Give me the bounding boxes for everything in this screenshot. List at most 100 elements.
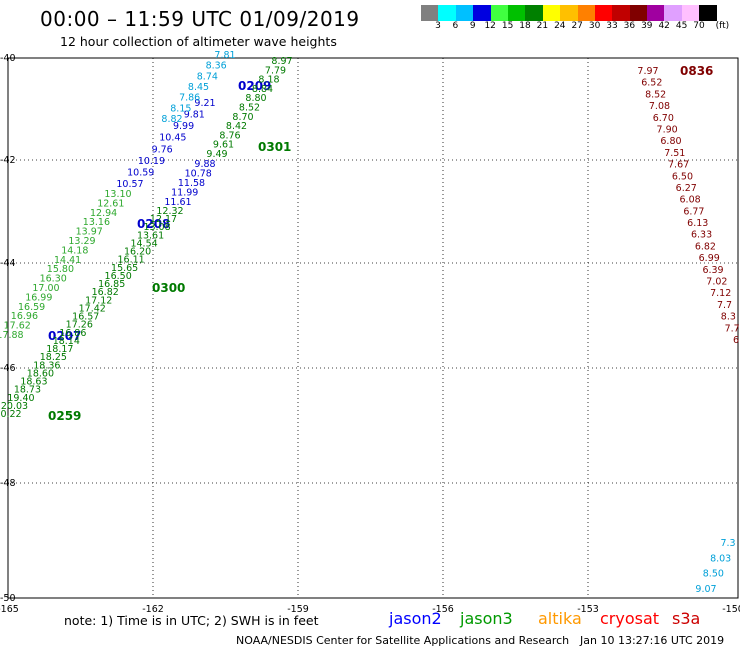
map-grid [7, 57, 739, 599]
wave-height-value: 14.41 [54, 255, 81, 266]
wave-height-value: 20.03 [1, 401, 28, 412]
wave-height-value: 17.42 [79, 303, 106, 314]
color-swatch [577, 5, 595, 21]
wave-height-value: 14.54 [130, 238, 157, 249]
wave-height-value: 18.36 [33, 360, 60, 371]
wave-height-value: 16.99 [25, 292, 52, 303]
wave-height-value: 6.99 [699, 253, 720, 264]
wave-height-value: 7.97 [637, 66, 658, 77]
wave-height-value: 9.21 [194, 98, 215, 109]
map-frame [7, 57, 739, 599]
wave-height-value: 13.61 [137, 230, 164, 241]
color-scale-label: 36 [623, 21, 636, 31]
wave-height-value: 11.58 [178, 178, 205, 189]
wave-height-value: 16.11 [118, 255, 145, 266]
wave-height-value: 12.94 [90, 208, 117, 219]
color-swatch [525, 5, 543, 21]
wave-height-value: 8.82 [161, 114, 182, 125]
pass-time-label: 0209 [238, 79, 271, 93]
color-swatch [490, 5, 508, 21]
wave-height-value: 7.7 [717, 300, 732, 311]
color-swatch [455, 5, 474, 21]
wave-height-value: 16.30 [40, 274, 67, 285]
wave-height-value: 17.88 [0, 330, 24, 341]
lat-tick-label: -50 [0, 593, 16, 604]
wave-height-value: 8.76 [219, 130, 240, 141]
wave-height-value: 11.99 [171, 188, 198, 199]
pass-time-label: 0836 [680, 64, 713, 78]
wave-height-value: 7.08 [649, 101, 670, 112]
color-scale-label: 30 [588, 21, 601, 31]
wave-height-value: 13.08 [143, 222, 170, 233]
wave-height-value: 18.73 [14, 385, 41, 396]
track-t0207: 0207 [48, 329, 81, 343]
wave-height-value: 8.03 [710, 553, 731, 564]
credit-line: NOAA/NESDIS Center for Satellite Applica… [236, 634, 570, 647]
wave-height-value: 8.50 [703, 569, 724, 580]
lat-tick-label: -48 [0, 478, 16, 489]
color-swatch [594, 5, 613, 21]
wave-height-value: 13.16 [83, 217, 110, 228]
lon-tick-label: -162 [142, 604, 164, 615]
lon-tick-label: -153 [577, 604, 599, 615]
wave-height-value: 13.10 [104, 189, 131, 200]
color-swatch [647, 5, 665, 21]
wave-height-value: 10.45 [159, 133, 186, 144]
color-scale-label: 45 [675, 21, 688, 31]
wave-height-value: 9.61 [213, 140, 234, 151]
wave-height-value: 10.59 [127, 167, 154, 178]
wave-height-value: 12.32 [156, 206, 183, 217]
wave-height-value: 18.14 [53, 336, 80, 347]
color-scale-label: 12 [484, 21, 496, 31]
color-swatch [629, 5, 648, 21]
legend-item: cryosat [600, 609, 660, 628]
wave-height-value: 6.52 [641, 78, 662, 89]
wave-height-value: 17.62 [4, 321, 31, 332]
lon-tick-label: -150 [722, 604, 740, 615]
color-scale-label: 18 [519, 21, 531, 31]
track-t0301: 8.977.798.188.848.808.528.708.428.769.61… [206, 56, 292, 160]
color-swatch [507, 5, 526, 21]
footnote: note: 1) Time is in UTC; 2) SWH is in fe… [64, 613, 319, 628]
wave-height-value: 8.80 [245, 93, 266, 104]
wave-height-value: 10.57 [116, 179, 143, 190]
lat-tick-label: -44 [0, 258, 16, 269]
color-scale-label: 21 [536, 21, 549, 31]
lon-tick-label: -156 [432, 604, 454, 615]
wave-height-value: 17.00 [32, 283, 59, 294]
pass-time-label: 0300 [152, 281, 185, 295]
wave-height-value: 16.59 [18, 302, 45, 313]
color-scale-label: 15 [501, 21, 514, 31]
wave-height-value: 9.99 [173, 121, 194, 132]
wave-height-value: 8.18 [258, 75, 279, 86]
wave-height-value: 6.39 [702, 265, 723, 276]
color-swatch [421, 5, 439, 21]
legend-item: s3a [672, 609, 701, 628]
color-swatch [473, 5, 491, 21]
track-t0836: 7.976.528.527.086.707.906.807.517.676.50… [637, 64, 739, 346]
wave-height-value: 16.57 [72, 312, 99, 323]
wave-height-value: 8.15 [170, 103, 191, 114]
wave-height-value: 16.96 [11, 311, 38, 322]
wave-height-value: 10.19 [138, 156, 165, 167]
wave-height-value: 10.78 [185, 169, 212, 180]
generated-timestamp: Jan 10 13:27:16 UTC 2019 [580, 634, 725, 647]
color-swatch [664, 5, 682, 21]
wave-height-value: 7.3 [720, 538, 735, 549]
color-scale-label: 27 [571, 21, 583, 31]
track-t0300: 12.3212.1713.0813.6114.5416.2016.1115.65… [0, 206, 185, 420]
pass-time-label: 0301 [258, 140, 291, 154]
wave-height-value: 15.65 [111, 263, 138, 274]
color-scale-label: (ft) [715, 21, 730, 31]
wave-height-value: 7.79 [265, 65, 286, 76]
wave-height-value: 19.40 [7, 393, 34, 404]
color-scale-labels: 3 6 9 12 15 18 21 24 27 30 33 36 39 42 45 70 (ft) [0, 21, 740, 35]
wave-height-value: 8.42 [226, 121, 247, 132]
wave-height-value: 7.90 [657, 124, 678, 135]
wave-height-value: 6.50 [672, 171, 693, 182]
wave-height-value: 11.61 [164, 197, 191, 208]
wave-height-value: 7.7 [725, 323, 740, 334]
pass-time-label: 0208 [137, 217, 170, 231]
wave-height-value: 7.02 [706, 277, 727, 288]
